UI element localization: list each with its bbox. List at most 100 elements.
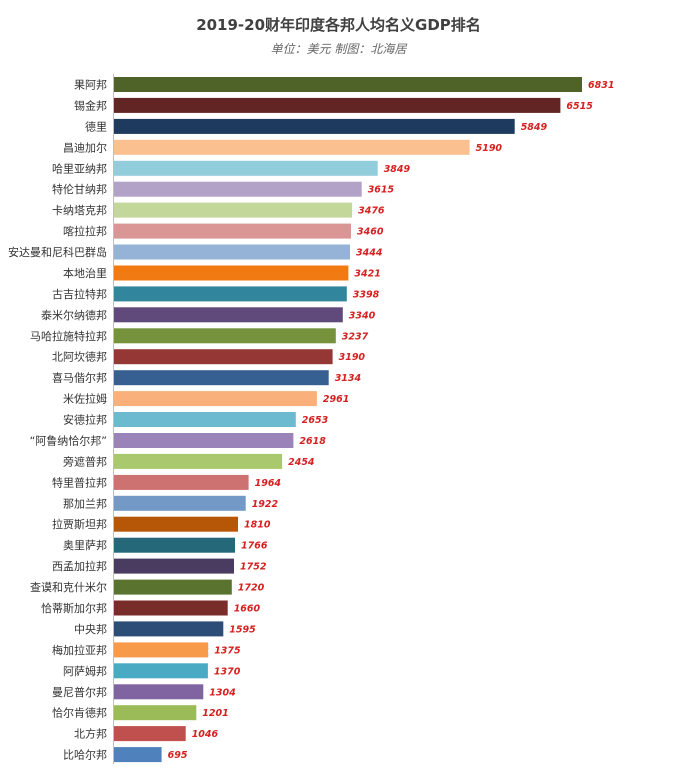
- value-label-33: 695: [168, 750, 188, 761]
- category-label-2: 锡金邦: [74, 98, 107, 112]
- value-label-13: 3237: [342, 331, 369, 342]
- bar-17: [114, 412, 296, 427]
- bar-25: [114, 579, 232, 595]
- category-label-22: 拉贾斯坦邦: [52, 517, 107, 531]
- category-label-31: 恰尔肯德邦: [52, 706, 107, 720]
- bar-10: [114, 265, 349, 281]
- category-labels-group: 果阿邦锡金邦德里昌迪加尔哈里亚纳邦特伦甘纳邦卡纳塔克邦喀拉拉邦安达曼和尼科巴群岛…: [8, 79, 107, 762]
- bar-15: [114, 370, 329, 386]
- chart-subtitle: 单位：美元 制图：北海居: [270, 42, 407, 56]
- category-label-25: 查谟和克什米尔: [30, 580, 107, 594]
- bar-6: [114, 181, 362, 197]
- value-label-8: 3460: [357, 227, 384, 238]
- bar-20: [114, 474, 249, 490]
- bar-27: [114, 621, 224, 637]
- category-label-17: 安德拉邦: [63, 413, 107, 427]
- bar-11: [114, 286, 347, 302]
- category-label-3: 德里: [85, 119, 107, 133]
- bar-4: [114, 139, 470, 155]
- bar-3: [114, 118, 515, 134]
- category-label-13: 马哈拉施特拉邦: [30, 329, 107, 343]
- category-label-30: 曼尼普尔邦: [52, 685, 107, 699]
- value-label-19: 2454: [288, 457, 315, 468]
- value-label-2: 6515: [566, 101, 593, 112]
- value-label-26: 1660: [234, 604, 261, 615]
- category-label-9: 安达曼和尼科巴群岛: [8, 245, 107, 259]
- value-label-11: 3398: [353, 289, 380, 300]
- value-label-1: 6831: [588, 80, 614, 91]
- category-label-11: 古吉拉特邦: [52, 287, 107, 301]
- category-label-33: 比哈尔邦: [63, 749, 107, 762]
- value-label-21: 1922: [252, 499, 279, 510]
- value-label-31: 1201: [202, 708, 228, 719]
- value-label-12: 3340: [349, 310, 376, 321]
- value-label-29: 1370: [214, 666, 241, 677]
- value-label-6: 3615: [368, 185, 395, 196]
- bar-14: [114, 349, 333, 365]
- category-label-7: 卡纳塔克邦: [52, 204, 107, 217]
- bar-26: [114, 600, 228, 616]
- category-label-10: 本地治里: [63, 266, 107, 280]
- bar-5: [114, 160, 378, 176]
- bar-7: [114, 202, 353, 218]
- bar-29: [114, 663, 208, 679]
- value-label-14: 3190: [339, 352, 366, 363]
- category-label-4: 昌迪加尔: [63, 141, 107, 154]
- bar-30: [114, 684, 204, 700]
- bar-19: [114, 453, 283, 469]
- category-label-32: 北方邦: [74, 727, 107, 741]
- value-label-17: 2653: [302, 415, 329, 426]
- value-label-7: 3476: [358, 206, 385, 217]
- value-label-3: 5849: [521, 122, 548, 133]
- category-label-29: 阿萨姆邦: [63, 664, 107, 678]
- category-label-24: 西孟加拉邦: [52, 559, 107, 573]
- value-labels-group: 6831 6515 5849 5190 3849 3615 3476 3460 3444 3421…: [168, 80, 615, 761]
- bar-9: [114, 244, 350, 260]
- value-label-23: 1766: [241, 541, 268, 552]
- bar-22: [114, 516, 238, 532]
- value-label-5: 3849: [384, 164, 411, 175]
- bars-group: [114, 77, 582, 763]
- category-label-16: 米佐拉姆: [63, 392, 107, 406]
- value-label-16: 2961: [323, 394, 349, 405]
- value-label-20: 1964: [255, 478, 282, 489]
- category-label-14: 北阿坎德邦: [52, 350, 107, 364]
- category-label-23: 奥里萨邦: [63, 538, 107, 552]
- bar-33: [114, 747, 162, 763]
- category-label-20: 特里普拉邦: [52, 475, 107, 489]
- category-label-1: 果阿邦: [74, 79, 107, 92]
- category-label-12: 泰米尔纳德邦: [41, 308, 107, 322]
- value-label-9: 3444: [356, 248, 383, 259]
- value-label-18: 2618: [299, 436, 326, 447]
- value-label-4: 5190: [476, 143, 503, 154]
- bar-1: [114, 77, 582, 92]
- value-label-32: 1046: [192, 729, 219, 740]
- bar-8: [114, 223, 351, 239]
- value-label-28: 1375: [214, 645, 241, 656]
- category-label-18: “阿鲁纳恰尔邦”: [30, 434, 107, 448]
- category-label-28: 梅加拉亚邦: [52, 643, 107, 657]
- value-label-30: 1304: [209, 687, 236, 698]
- value-label-22: 1810: [244, 520, 271, 531]
- bar-32: [114, 726, 186, 742]
- chart-title: 2019-20财年印度各邦人均名义GDP排名: [196, 16, 481, 34]
- category-label-19: 旁遮普邦: [63, 454, 107, 468]
- category-label-6: 特伦甘纳邦: [52, 182, 107, 196]
- value-label-24: 1752: [240, 562, 267, 573]
- category-label-15: 喜马偕尔邦: [52, 371, 107, 385]
- value-label-15: 3134: [335, 373, 362, 384]
- bar-31: [114, 705, 197, 721]
- bar-16: [114, 391, 317, 407]
- bar-23: [114, 537, 235, 553]
- category-label-21: 那加兰邦: [63, 497, 107, 510]
- category-label-26: 恰蒂斯加尔邦: [41, 601, 107, 615]
- value-label-10: 3421: [354, 269, 380, 280]
- bar-2: [114, 97, 561, 113]
- bar-13: [114, 328, 336, 344]
- bar-21: [114, 495, 246, 511]
- bar-18: [114, 433, 294, 448]
- value-label-25: 1720: [238, 583, 265, 594]
- category-label-8: 喀拉拉邦: [63, 224, 107, 238]
- bar-12: [114, 307, 343, 323]
